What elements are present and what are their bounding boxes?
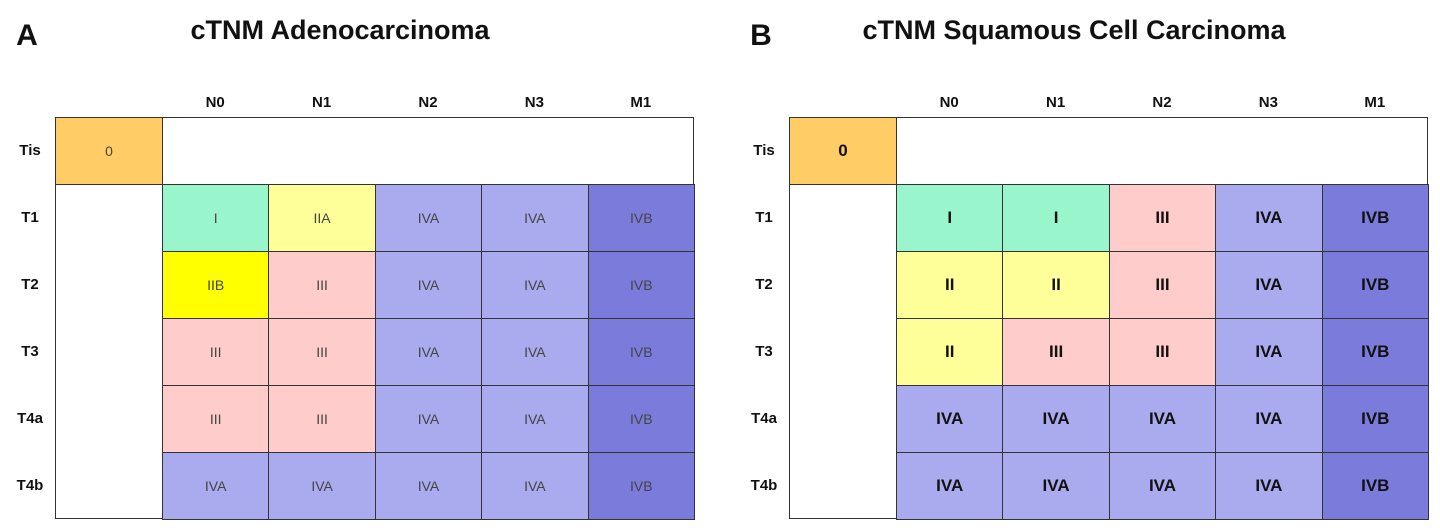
column-header: N0 [939,93,959,111]
stage-cell: IVA [162,452,270,520]
stage-cell: IVA [896,385,1004,453]
stage-cell: IVA [481,452,589,520]
stage-cell: I [896,184,1004,252]
row-label: T3 [755,343,773,360]
stage-cell: IVA [1215,184,1323,252]
column-header: N3 [1258,93,1278,111]
stage-cell: IVA [1108,385,1217,453]
stage-cell: I [162,184,270,252]
stage-cell: IVA [1002,452,1110,520]
stage-cell: IVB [1321,385,1429,453]
stage-cell: IVA [1215,385,1323,453]
stage-cell: IVA [896,452,1004,520]
stage-cell: IVB [587,385,695,453]
stage-cell: III [1108,318,1217,386]
column-header: N1 [311,93,332,111]
stage-cell: IVA [374,184,483,252]
stage-cell: IVA [481,251,589,319]
row-label: Tis [19,142,41,159]
stage-cell: IVA [374,385,483,453]
row-label: T2 [21,276,39,293]
stage-cell: IVB [587,251,695,319]
stage-cell: II [896,318,1004,386]
stage-cell: IIA [268,184,376,252]
row-label: T4a [17,410,43,427]
row-label: T4b [16,477,44,494]
row-label: T1 [755,209,773,226]
panel-letter: A [16,19,38,52]
stage-cell: IVB [1321,452,1429,520]
stage-cell: IVA [1002,385,1110,453]
row-label: T2 [755,276,773,293]
panel-title: cTNM Adenocarcinoma [190,14,490,45]
stage-cell: III [268,251,376,319]
stage-cell: III [162,318,270,386]
stage-cell: IVA [1108,452,1217,520]
stage-cell: IVB [1321,318,1429,386]
stage-cell: IVB [587,452,695,520]
stage-cell: II [1002,251,1110,319]
column-header: M1 [1364,93,1386,111]
stage-cell: 0 [55,117,163,185]
row-label: Tis [753,142,775,159]
row-label: T4a [751,410,777,427]
stage-cell: IIB [162,251,270,319]
stage-cell: III [1108,251,1217,319]
stage-cell: IVB [1321,251,1429,319]
stage-cell: III [268,318,376,386]
row-label: T3 [21,343,39,360]
stage-cell: IVA [481,385,589,453]
stage-cell: I [1002,184,1110,252]
row-label: T1 [21,209,39,226]
stage-cell: IVB [587,184,695,252]
stage-cell: IVA [374,318,483,386]
stage-cell: 0 [789,117,897,185]
stage-cell: IVA [374,251,483,319]
stage-cell: IVA [268,452,376,520]
column-header: N1 [1045,93,1066,111]
column-header: N2 [1152,93,1172,111]
stage-cell: IVA [1215,318,1323,386]
column-header: N3 [524,93,544,111]
stage-cell: III [1002,318,1110,386]
stage-cell: IVA [481,184,589,252]
column-header: N2 [418,93,438,111]
stage-cell: IVB [1321,184,1429,252]
stage-cell: III [162,385,270,453]
stage-cell: III [1108,184,1217,252]
column-header: M1 [630,93,652,111]
row-label: T4b [750,477,778,494]
stage-cell: IVA [374,452,483,520]
stage-cell: III [268,385,376,453]
stage-cell: IVA [1215,452,1323,520]
stage-cell: II [896,251,1004,319]
column-header: N0 [205,93,225,111]
stage-cell: IVB [587,318,695,386]
panel-letter: B [750,19,772,52]
panel-title: cTNM Squamous Cell Carcinoma [862,14,1286,45]
stage-cell: IVA [1215,251,1323,319]
stage-cell: IVA [481,318,589,386]
